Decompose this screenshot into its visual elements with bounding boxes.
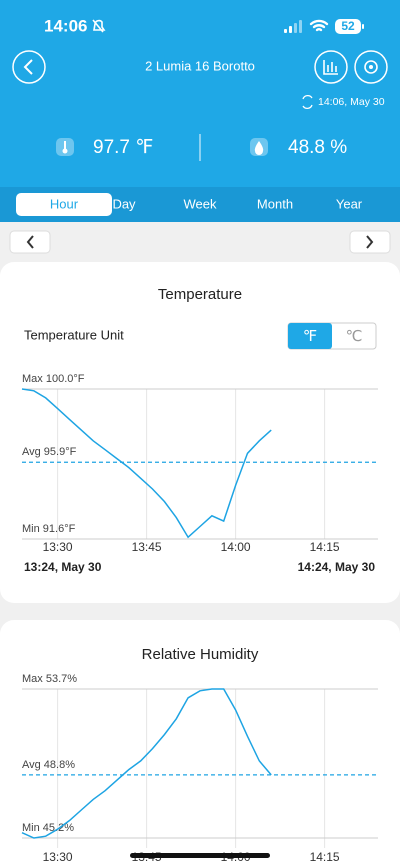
mute-icon [92, 19, 106, 33]
data-line [21, 688, 272, 839]
back-button[interactable] [12, 50, 46, 84]
x-tick-label: 13:30 [43, 850, 73, 864]
battery-icon [335, 19, 361, 34]
avg-label: Avg 95.9°F [22, 446, 77, 458]
battery-tip [362, 24, 364, 29]
card-title: Relative Humidity [142, 646, 259, 663]
prev-button[interactable] [9, 230, 51, 254]
unit-option[interactable]: ℃ [346, 328, 363, 345]
humidity-icon-drop [254, 141, 264, 155]
device-title: 2 Lumia 16 Borotto [145, 58, 255, 73]
unit-option[interactable]: ℉ [303, 328, 317, 345]
min-label: Min 91.6°F [22, 523, 76, 535]
temperature-reading: 97.7 ℉ [93, 137, 153, 158]
next-button[interactable] [349, 230, 391, 254]
home-indicator [130, 853, 270, 858]
wifi-icon [309, 19, 329, 32]
range-end: 14:24, May 30 [298, 560, 376, 574]
tab[interactable]: Hour [50, 196, 79, 211]
avg-label: Avg 48.8% [22, 759, 75, 771]
x-tick-label: 14:00 [221, 540, 251, 554]
x-tick-label: 13:30 [43, 540, 73, 554]
max-label: Max 100.0°F [22, 373, 85, 385]
humidity-card [0, 620, 400, 867]
updated-time: 14:06, May 30 [318, 96, 385, 108]
signal-icon [284, 20, 302, 33]
x-tick-label: 13:45 [132, 540, 162, 554]
tab[interactable]: Month [257, 196, 293, 211]
refresh-icon[interactable] [302, 94, 313, 110]
temperature-chart: 13:30 13:45 14:00 14:15 Max 100.0°F Min 91.6°… [21, 373, 378, 554]
status-time: 14:06 [44, 16, 87, 35]
tabs: Hour Day Week Month Year [50, 196, 363, 211]
unit-selected-bg [288, 323, 332, 349]
range-start: 13:24, May 30 [24, 560, 102, 574]
unit-label: Temperature Unit [24, 327, 124, 342]
humidity-reading: 48.8 % [288, 137, 347, 158]
data-line [21, 388, 272, 539]
x-tick-label: 14:15 [310, 850, 340, 864]
card-title: Temperature [158, 286, 242, 303]
tab[interactable]: Day [112, 196, 136, 211]
chart-button[interactable] [314, 50, 348, 84]
max-label: Max 53.7% [22, 673, 77, 685]
tab[interactable]: Year [336, 196, 363, 211]
battery-level: 52 [341, 19, 355, 33]
min-label: Min 45.2% [22, 822, 74, 834]
settings-button[interactable] [354, 50, 388, 84]
x-tick-label: 14:15 [310, 540, 340, 554]
temperature-icon-bulb [62, 148, 68, 154]
tab-active-bg [16, 193, 112, 216]
tab[interactable]: Week [184, 196, 217, 211]
